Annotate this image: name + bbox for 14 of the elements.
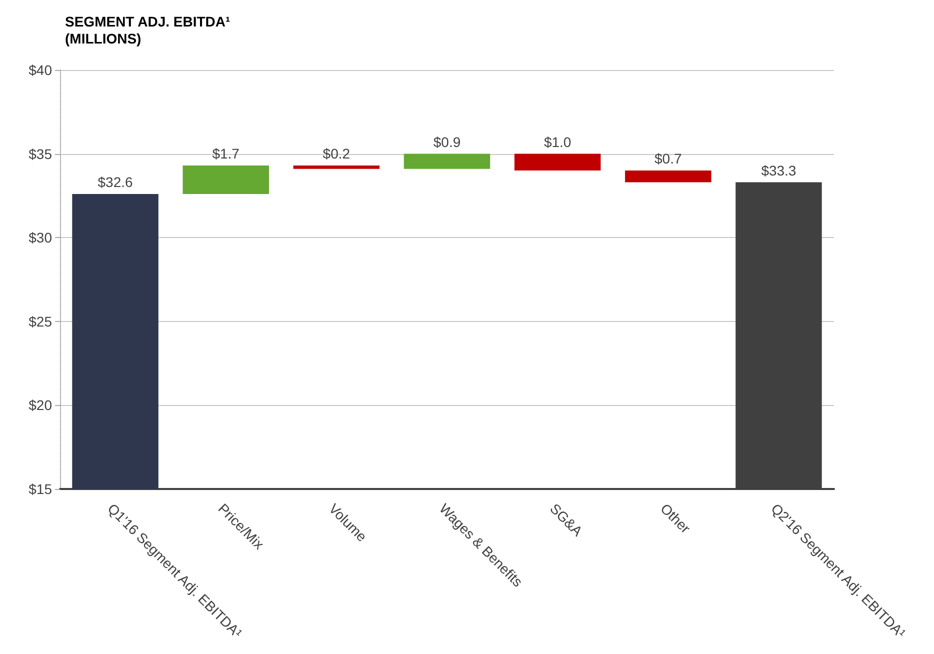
- data-label: $1.0: [544, 134, 572, 150]
- y-tick-label: $40: [28, 62, 52, 78]
- y-tick-label: $15: [28, 481, 52, 497]
- y-tick-label: $30: [28, 230, 52, 246]
- data-label: $0.2: [322, 146, 350, 162]
- data-label: $0.9: [433, 134, 461, 150]
- y-tick-label: $20: [28, 397, 52, 414]
- data-label: $33.3: [761, 162, 796, 178]
- y-tick-label: $25: [28, 313, 52, 330]
- data-label: $32.6: [98, 174, 134, 190]
- y-tick-label: $35: [28, 146, 52, 162]
- data-label: $0.7: [654, 150, 682, 167]
- chart-title: SEGMENT ADJ. EBITDA¹ (MILLIONS): [65, 14, 230, 46]
- data-label: $1.7: [212, 146, 240, 162]
